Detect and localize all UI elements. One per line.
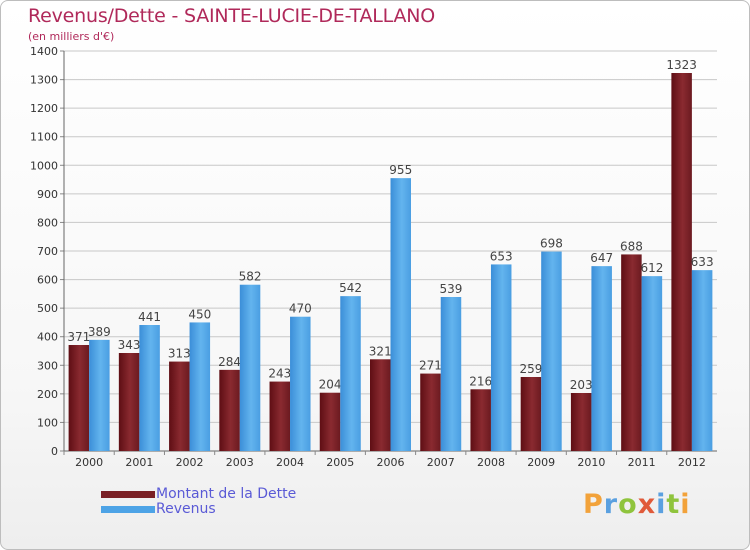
data-label-dette: 271	[419, 359, 442, 373]
y-tick-label: 900	[37, 188, 58, 201]
x-tick-label: 2006	[377, 456, 405, 469]
y-tick-label: 300	[37, 359, 58, 372]
x-tick-label: 2005	[326, 456, 354, 469]
proxiti-logo: Proxiti	[583, 489, 691, 520]
bar-dette	[269, 381, 291, 451]
data-label-dette: 321	[369, 344, 392, 358]
bar-dette	[169, 361, 190, 451]
data-label-dette: 688	[620, 239, 643, 253]
data-label-revenus: 441	[138, 310, 161, 324]
y-tick-label: 700	[37, 245, 58, 258]
x-tick-label: 2008	[477, 456, 505, 469]
legend-label-revenus: Revenus	[156, 501, 216, 517]
data-label-revenus: 955	[389, 163, 412, 177]
data-label-dette: 203	[570, 378, 593, 392]
data-label-dette: 204	[319, 378, 342, 392]
y-tick-label: 200	[37, 388, 58, 401]
bar-revenus	[541, 251, 562, 451]
bar-dette	[671, 73, 692, 451]
data-label-revenus: 647	[590, 251, 613, 265]
logo-letter: i	[656, 489, 667, 520]
data-label-revenus: 470	[289, 302, 312, 316]
data-label-revenus: 698	[540, 237, 563, 251]
logo-letter: x	[637, 489, 657, 520]
data-label-revenus: 612	[640, 261, 663, 275]
data-label-dette: 1323	[666, 58, 697, 72]
x-tick-label: 2003	[226, 456, 254, 469]
x-tick-label: 2010	[577, 456, 605, 469]
bar-dette	[370, 359, 391, 451]
data-label-dette: 243	[268, 367, 291, 381]
data-label-dette: 313	[168, 347, 191, 361]
logo-letter: t	[666, 489, 681, 520]
logo-letter: P	[583, 489, 604, 520]
y-tick-label: 1200	[30, 102, 58, 115]
bar-revenus	[139, 325, 160, 451]
y-tick-label: 500	[37, 302, 58, 315]
data-label-dette: 216	[469, 374, 492, 388]
legend-label-dette: Montant de la Dette	[156, 486, 297, 502]
bar-revenus	[490, 264, 512, 451]
bar-revenus	[440, 297, 462, 451]
y-tick-label: 1100	[30, 131, 58, 144]
x-tick-label: 2002	[176, 456, 204, 469]
data-label-dette: 343	[118, 338, 141, 352]
y-tick-label: 800	[37, 216, 58, 229]
chart-title: Revenus/Dette - SAINTE-LUCIE-DE-TALLANO	[28, 5, 436, 27]
bar-revenus	[239, 284, 261, 451]
y-tick-label: 100	[37, 416, 58, 429]
data-label-dette: 371	[67, 330, 90, 344]
bar-dette	[621, 254, 642, 451]
bar-revenus	[641, 276, 663, 451]
bar-revenus	[89, 339, 110, 451]
bar-revenus	[591, 266, 612, 451]
data-label-revenus: 653	[490, 249, 513, 263]
data-label-revenus: 542	[339, 281, 362, 295]
y-tick-label: 1300	[30, 74, 58, 87]
bar-revenus	[691, 270, 713, 451]
x-tick-label: 2007	[427, 456, 455, 469]
y-tick-label: 400	[37, 331, 58, 344]
data-label-revenus: 450	[188, 307, 211, 321]
x-tick-label: 2011	[628, 456, 656, 469]
y-tick-label: 600	[37, 274, 58, 287]
data-label-revenus: 539	[440, 282, 463, 296]
bar-dette	[68, 345, 90, 451]
y-tick-label: 1000	[30, 159, 58, 172]
bar-revenus	[390, 178, 411, 451]
bar-revenus	[340, 296, 361, 451]
logo-letter: r	[603, 489, 619, 520]
logo-letter: i	[680, 489, 691, 520]
x-tick-label: 2009	[527, 456, 555, 469]
data-label-revenus: 582	[239, 270, 262, 284]
legend-swatch-dette	[101, 491, 155, 498]
bar-dette	[470, 389, 491, 451]
y-tick-label: 1400	[30, 45, 58, 58]
bar-dette	[420, 373, 441, 451]
bar-revenus	[290, 316, 311, 451]
bar-dette	[520, 377, 542, 451]
logo-letter: o	[618, 489, 638, 520]
chart-subtitle: (en milliers d'€)	[28, 30, 115, 43]
bar-revenus	[189, 322, 211, 451]
legend-swatch-revenus	[101, 506, 155, 513]
y-tick-label: 0	[51, 445, 58, 458]
bar-dette	[570, 393, 592, 451]
data-label-dette: 284	[218, 355, 241, 369]
bar-dette	[319, 392, 341, 451]
x-tick-label: 2001	[125, 456, 153, 469]
bar-dette	[118, 353, 140, 451]
data-label-revenus: 633	[691, 255, 714, 269]
x-tick-label: 2004	[276, 456, 304, 469]
data-label-dette: 259	[519, 362, 542, 376]
bar-dette	[219, 369, 240, 451]
data-label-revenus: 389	[88, 325, 111, 339]
x-tick-label: 2000	[75, 456, 103, 469]
x-tick-label: 2012	[678, 456, 706, 469]
